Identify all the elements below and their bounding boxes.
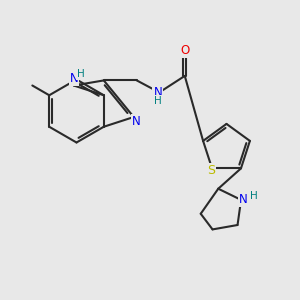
Text: H: H — [76, 69, 84, 79]
Text: S: S — [207, 164, 215, 177]
Text: H: H — [250, 191, 257, 201]
Text: N: N — [69, 72, 78, 86]
Text: N: N — [153, 86, 162, 99]
Text: N: N — [239, 194, 248, 206]
Text: H: H — [154, 96, 162, 106]
Text: O: O — [180, 44, 189, 57]
Text: N: N — [132, 115, 140, 128]
